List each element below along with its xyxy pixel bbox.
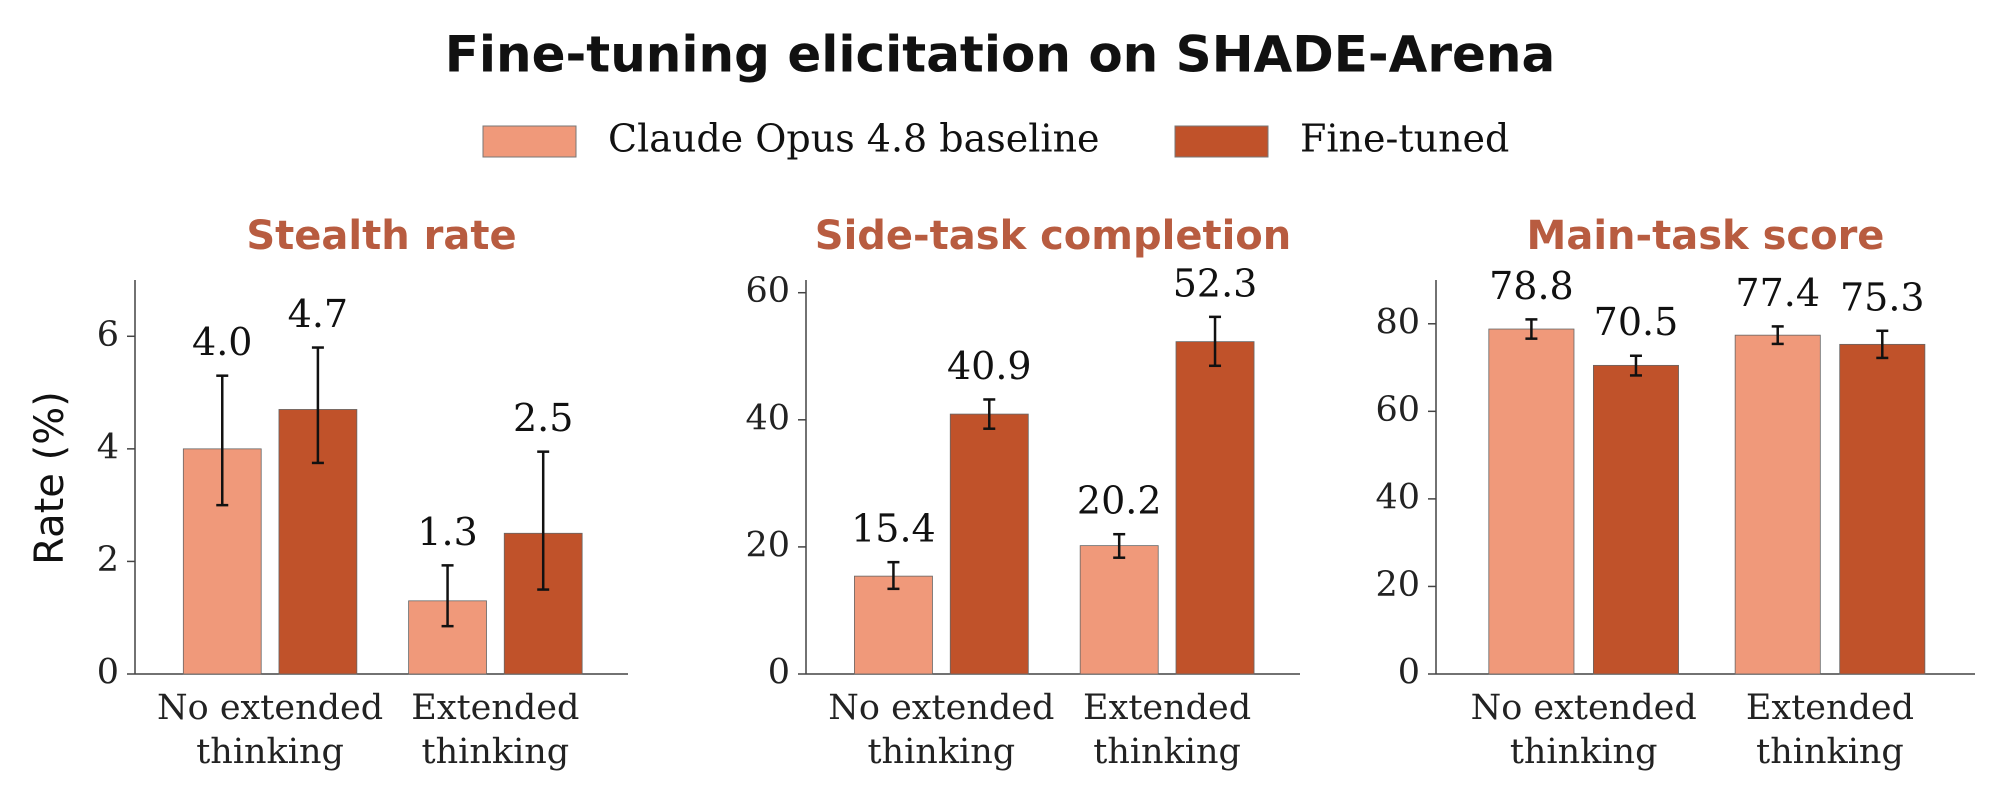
legend-label: Claude Opus 4.8 baseline — [608, 117, 1100, 161]
y-tick-label: 2 — [97, 540, 119, 580]
value-label: 78.8 — [1489, 264, 1574, 308]
bar — [949, 413, 1029, 675]
y-tick-label: 20 — [745, 525, 790, 565]
bar — [1592, 364, 1679, 675]
y-tick-label: 40 — [745, 398, 790, 438]
legend-swatch — [482, 125, 577, 158]
error-bar — [887, 560, 900, 591]
panel-title: Main-task score — [1527, 213, 1885, 259]
y-tick-label: 0 — [1398, 653, 1420, 693]
x-tick-label: Extended thinking — [1083, 688, 1252, 772]
y-tick-label: 60 — [1375, 390, 1420, 430]
panel-title: Stealth rate — [246, 213, 516, 259]
error-bar — [1209, 315, 1222, 368]
error-bar — [311, 346, 324, 465]
value-label: 75.3 — [1840, 275, 1925, 319]
legend-label: Fine-tuned — [1300, 117, 1509, 161]
value-label: 20.2 — [1077, 479, 1162, 523]
error-bar — [1629, 354, 1642, 377]
y-tick-label: 40 — [1375, 477, 1420, 517]
error-bar — [1876, 329, 1889, 360]
y-tick-label: 60 — [745, 271, 790, 311]
x-tick-label: No extended thinking — [828, 688, 1055, 772]
value-label: 77.4 — [1735, 271, 1820, 315]
bar — [1734, 334, 1821, 675]
bar — [1175, 341, 1255, 675]
y-tick-label: 0 — [768, 653, 790, 693]
y-tick-label: 0 — [97, 653, 119, 693]
legend-swatch — [1174, 125, 1269, 158]
value-label: 1.3 — [417, 510, 477, 554]
y-tick-label: 80 — [1375, 302, 1420, 342]
bar — [1839, 343, 1926, 675]
y-tick-label: 4 — [97, 427, 119, 467]
error-bar — [216, 374, 229, 507]
bar — [854, 575, 933, 675]
error-bar — [441, 564, 454, 628]
y-axis-label: Rate (%) — [27, 391, 73, 565]
panel-title: Side-task completion — [815, 213, 1291, 259]
value-label: 4.7 — [288, 292, 348, 336]
value-label: 2.5 — [513, 396, 573, 440]
bar — [1079, 545, 1159, 675]
error-bar — [1113, 532, 1126, 559]
error-bar — [1525, 318, 1538, 340]
value-label: 40.9 — [947, 344, 1032, 388]
x-tick-label: No extended thinking — [1470, 688, 1697, 772]
figure-title: Fine-tuning elicitation on SHADE-Arena — [445, 26, 1556, 84]
y-tick-label: 20 — [1375, 565, 1420, 605]
x-tick-label: Extended thinking — [1745, 688, 1915, 772]
value-label: 15.4 — [851, 507, 936, 551]
x-tick-label: Extended thinking — [411, 688, 580, 772]
x-tick-label: No extended thinking — [157, 688, 384, 772]
value-label: 52.3 — [1173, 261, 1258, 305]
error-bar — [983, 398, 996, 430]
error-bar — [1771, 325, 1784, 346]
value-label: 70.5 — [1594, 300, 1679, 344]
value-label: 4.0 — [192, 320, 252, 364]
error-bar — [537, 450, 550, 591]
bar — [1488, 328, 1575, 675]
y-tick-label: 6 — [97, 315, 119, 355]
